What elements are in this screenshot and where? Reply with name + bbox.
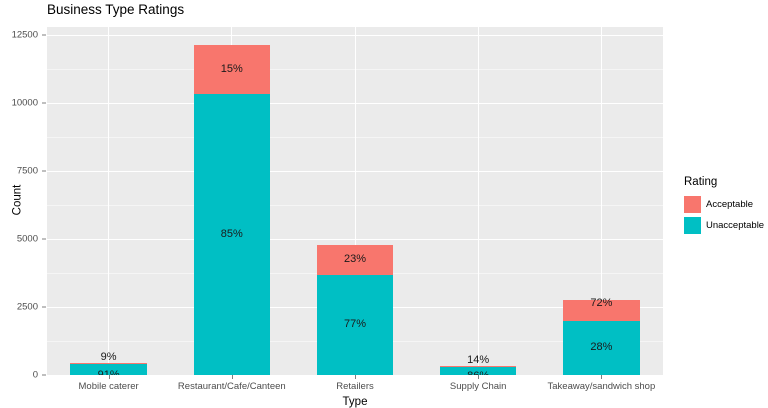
x-axis-tick-mark [601,375,603,379]
x-axis-tick-mark [108,375,110,379]
bar-segment-label: 15% [220,63,243,76]
x-axis-tick-mark [231,375,233,379]
y-axis-tick-mark [42,170,46,172]
bar-segment[interactable]: 85% [193,94,270,375]
bar-segment[interactable]: 72% [563,297,640,321]
bar-segment[interactable]: 91% [70,364,147,375]
bar-segment[interactable]: 14% [440,354,517,368]
chart-title: Business Type Ratings [47,2,185,17]
x-axis-tick-mark [478,375,480,379]
y-axis-tick-label: 12500 [11,29,38,41]
y-axis-tick-label: 0 [32,369,38,381]
gridline-category [108,27,110,375]
y-axis-title: Count [11,184,24,216]
y-axis-tick-mark [42,306,46,308]
bar-segment-label: 28% [590,341,613,354]
bar-segment-label: 23% [343,253,366,266]
gridline-category [477,27,479,375]
bar-segment[interactable]: 9% [70,351,147,365]
legend-item-label: Unacceptable [706,220,765,231]
x-axis-tick-mark [355,375,356,379]
bar-segment[interactable]: 23% [316,245,394,275]
legend: Rating Acceptable Unacceptable [684,176,764,236]
bar-segment-label: 91% [97,368,120,375]
bar-segment-label: 77% [343,318,366,331]
legend-item[interactable]: Acceptable [684,194,764,215]
y-axis-tick-label: 7500 [16,165,38,177]
legend-item[interactable]: Unacceptable [684,215,764,236]
bar-segment[interactable]: 86% [440,367,517,375]
x-axis-tick-label: Supply Chain [449,381,507,392]
bar-segment[interactable]: 28% [563,320,640,375]
x-axis-tick-label: Mobile caterer [78,381,139,392]
y-axis-tick-label: 10000 [11,97,38,109]
y-axis-tick-mark [42,238,46,240]
legend-items: Acceptable Unacceptable [684,194,764,236]
plot-panel: 91% 9% 85% 15% 77% 23% 86% 14% 28% 72% [47,27,663,375]
gridline-category [354,27,356,375]
y-axis-tick-label: 5000 [16,233,38,245]
y-axis-tick-label: 2500 [16,301,38,313]
x-axis-tick-label: Retailers [336,381,374,392]
bar-segment-label: 86% [440,370,516,375]
y-axis-tick-mark [42,374,46,376]
bar-segment-label: 72% [590,297,613,310]
bar-segment[interactable]: 77% [316,274,394,375]
legend-title: Rating [684,176,718,188]
bar-segment-label: 85% [220,228,243,241]
y-axis-tick-mark [42,102,46,104]
legend-item-label: Acceptable [706,199,754,210]
bar-segment[interactable]: 15% [193,44,270,95]
x-axis-title: Type [342,396,368,408]
x-axis-tick-label: Restaurant/Cafe/Canteen [177,381,286,392]
legend-swatch-icon [684,217,701,234]
x-axis-tick-label: Takeaway/sandwich shop [547,381,656,392]
y-axis-tick-mark [42,34,46,36]
legend-swatch-icon [684,196,701,213]
gridline-category [600,27,602,375]
